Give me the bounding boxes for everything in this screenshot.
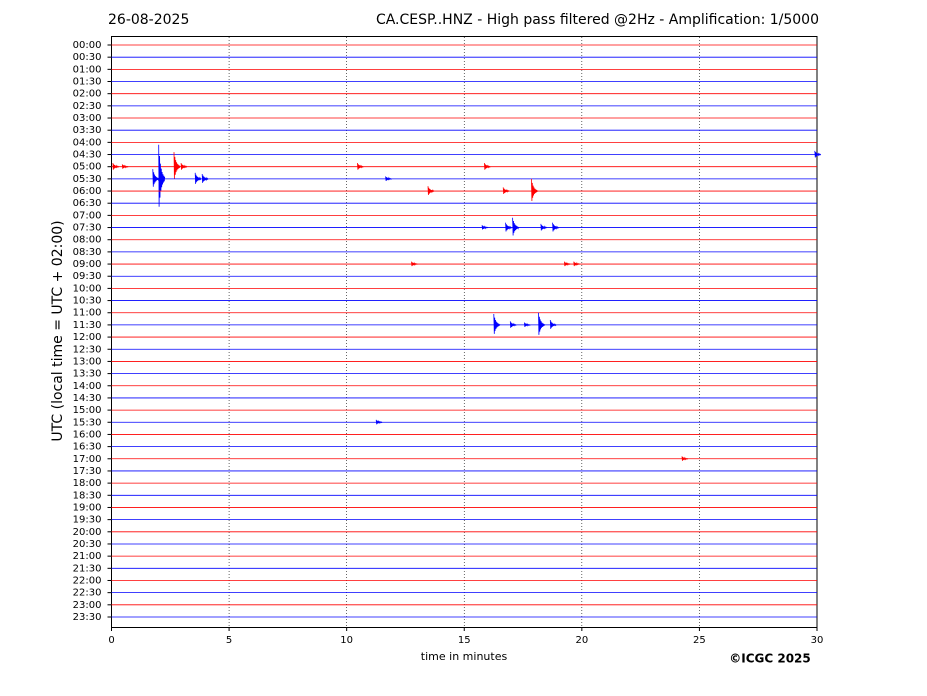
y-tick-label: 12:00 [73, 332, 102, 343]
y-tick-label: 03:00 [73, 113, 102, 124]
burst [502, 187, 510, 195]
y-tick-label: 02:00 [73, 89, 102, 100]
burst [385, 176, 392, 181]
burst [549, 319, 557, 329]
y-tick-label: 14:30 [73, 393, 102, 404]
burst [564, 261, 571, 267]
y-tick-label: 11:00 [73, 308, 102, 319]
y-axis-label: UTC (local time = UTC + 02:00) [50, 220, 66, 441]
burst [540, 223, 548, 231]
y-tick-label: 23:30 [73, 612, 102, 623]
x-tick-label: 5 [226, 635, 232, 646]
burst [173, 152, 181, 179]
y-tick-label: 18:30 [73, 490, 102, 501]
y-tick-label: 13:30 [73, 369, 102, 380]
y-tick-label: 05:00 [73, 162, 102, 173]
x-tick-label: 30 [811, 635, 824, 646]
y-tick-label: 10:30 [73, 296, 102, 307]
burst [121, 164, 129, 169]
y-tick-label: 00:30 [73, 52, 102, 63]
y-tick-label: 04:00 [73, 137, 102, 148]
burst [112, 162, 120, 170]
y-tick-label: 18:00 [73, 478, 102, 489]
burst [524, 322, 531, 327]
y-tick-label: 12:30 [73, 344, 102, 355]
y-tick-label: 06:30 [73, 198, 102, 209]
y-tick-label: 04:30 [73, 150, 102, 161]
burst [357, 162, 364, 170]
y-tick-label: 19:00 [73, 502, 102, 513]
burst [505, 222, 512, 232]
burst [427, 186, 435, 196]
y-tick-label: 21:30 [73, 563, 102, 574]
y-tick-label: 17:30 [73, 466, 102, 477]
y-tick-label: 20:00 [73, 527, 102, 538]
y-tick-label: 05:30 [73, 174, 102, 185]
x-axis-label: time in minutes [421, 650, 508, 663]
burst [481, 225, 489, 230]
burst [531, 178, 538, 202]
y-tick-label: 02:30 [73, 101, 102, 112]
burst [681, 456, 689, 461]
date: 26-08-2025 [108, 12, 189, 28]
burst [493, 313, 501, 334]
y-tick-label: 16:30 [73, 442, 102, 453]
y-tick-label: 23:00 [73, 600, 102, 611]
burst [814, 150, 822, 158]
y-tick-label: 21:00 [73, 551, 102, 562]
x-tick-label: 20 [575, 635, 588, 646]
burst [201, 173, 209, 183]
burst [512, 217, 519, 236]
y-tick-label: 16:00 [73, 429, 102, 440]
y-tick-label: 03:30 [73, 125, 102, 136]
y-tick-label: 20:30 [73, 539, 102, 550]
chart-title: CA.CESP..HNZ - High pass filtered @2Hz -… [376, 12, 819, 28]
burst [158, 144, 166, 207]
y-tick-label: 07:30 [73, 223, 102, 234]
y-tick-label: 14:00 [73, 381, 102, 392]
burst [573, 261, 581, 267]
y-tick-label: 00:00 [73, 40, 102, 51]
y-tick-label: 07:00 [73, 210, 102, 221]
burst [484, 162, 491, 170]
y-tick-label: 11:30 [73, 320, 102, 331]
y-tick-label: 08:30 [73, 247, 102, 258]
y-tick-label: 13:00 [73, 356, 102, 367]
copyright: ©ICGC 2025 [729, 652, 811, 666]
x-tick-label: 15 [458, 635, 471, 646]
burst [552, 222, 559, 232]
burst [152, 169, 160, 187]
y-tick-label: 01:30 [73, 77, 102, 88]
y-tick-label: 06:00 [73, 186, 102, 197]
burst [411, 261, 418, 267]
y-tick-label: 15:00 [73, 405, 102, 416]
y-tick-label: 15:30 [73, 417, 102, 428]
burst [509, 321, 517, 328]
x-tick-label: 25 [693, 635, 706, 646]
y-tick-label: 09:00 [73, 259, 102, 270]
y-tick-label: 17:00 [73, 454, 102, 465]
y-tick-label: 10:00 [73, 283, 102, 294]
burst [375, 419, 383, 425]
y-tick-label: 19:30 [73, 515, 102, 526]
burst [180, 162, 188, 170]
y-tick-label: 22:30 [73, 588, 102, 599]
y-tick-label: 09:30 [73, 271, 102, 282]
y-tick-label: 08:00 [73, 235, 102, 246]
y-tick-label: 22:00 [73, 575, 102, 586]
y-tick-label: 01:00 [73, 64, 102, 75]
burst [194, 172, 202, 184]
x-tick-label: 10 [340, 635, 353, 646]
x-tick-label: 0 [108, 635, 114, 646]
burst [538, 312, 545, 335]
